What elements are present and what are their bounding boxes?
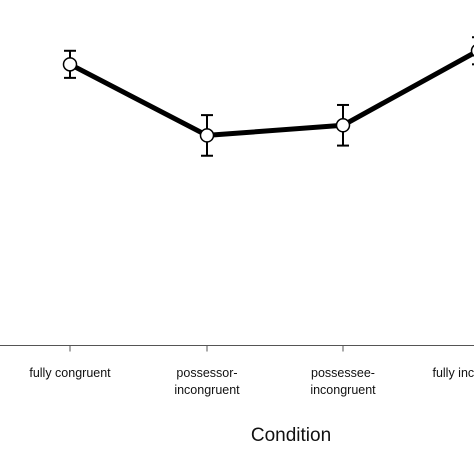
data-point bbox=[199, 128, 215, 143]
x-axis-title: Condition bbox=[251, 425, 331, 446]
data-point bbox=[335, 118, 351, 133]
x-tick-label: possessor-incongruent bbox=[174, 366, 240, 397]
x-axis-tick-labels: fully congruent possessor-incongruent poss… bbox=[29, 366, 474, 397]
series-line bbox=[68, 50, 474, 138]
data-point bbox=[62, 57, 78, 72]
series-group bbox=[62, 36, 474, 157]
data-point bbox=[470, 44, 474, 57]
x-tick-label: fully congruent bbox=[29, 366, 111, 380]
x-tick-label: possessee-incongruent bbox=[310, 366, 376, 397]
x-tick-label: fully incongruent bbox=[432, 366, 474, 380]
x-axis-ticks bbox=[69, 345, 344, 352]
